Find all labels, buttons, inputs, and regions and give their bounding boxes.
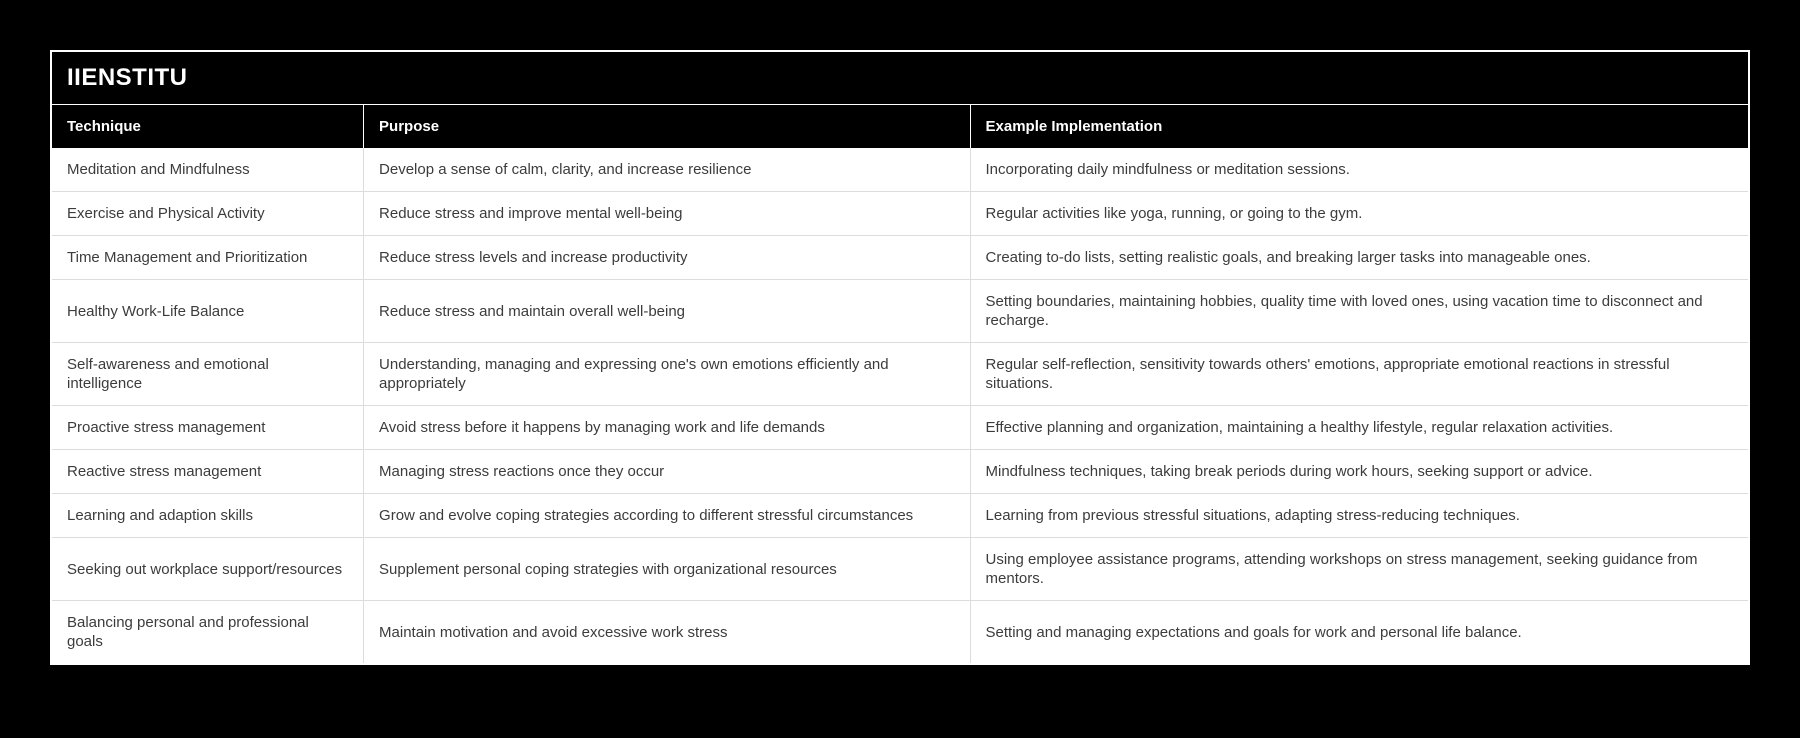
column-header-technique: Technique (67, 118, 141, 135)
table-row: Seeking out workplace support/resources S… (52, 537, 1748, 600)
stress-management-table-card: IIENSTITU Technique Purpose Example Implem… (50, 50, 1750, 665)
table-cell-example: Using employee assistance programs, atte… (969, 538, 1748, 600)
table-row: Exercise and Physical Activity Reduce str… (52, 191, 1748, 235)
table-cell-technique: Learning and adaption skills (67, 507, 253, 524)
table-row: Learning and adaption skills Grow and evo… (52, 493, 1748, 537)
table-cell-technique: Seeking out workplace support/resources (67, 560, 343, 578)
table-cell-technique: Healthy Work-Life Balance (67, 302, 245, 320)
table-cell-example: Regular self-reflection, sensitivity tow… (969, 343, 1748, 405)
column-header-purpose: Purpose (363, 105, 969, 148)
table-row: Proactive stress management Avoid stress … (52, 405, 1748, 449)
table-row: Meditation and Mindfulness Develop a sens… (52, 148, 1748, 191)
table-cell-example: Effective planning and organization, mai… (969, 406, 1748, 449)
table-cell-purpose: Supplement personal coping strategies wi… (363, 538, 969, 600)
table-cell-technique: Proactive stress management (67, 419, 266, 436)
table-cell-purpose: Understanding, managing and expressing o… (363, 343, 969, 405)
table-cell-example: Regular activities like yoga, running, o… (969, 192, 1748, 235)
table-row: Time Management and Prioritization Reduce… (52, 235, 1748, 279)
table-cell-example: Incorporating daily mindfulness or medit… (969, 148, 1748, 191)
table-cell-purpose: Reduce stress levels and increase produc… (363, 236, 969, 279)
table-cell-technique: Exercise and Physical Activity (67, 205, 265, 222)
table-cell-purpose: Managing stress reactions once they occu… (363, 450, 969, 493)
table-cell-example: Mindfulness techniques, taking break per… (969, 450, 1748, 493)
table-cell-technique: Self-awareness and emotional intelligenc… (67, 356, 269, 392)
table-cell-example: Setting and managing expectations and go… (969, 601, 1748, 663)
table-body: Meditation and Mindfulness Develop a sens… (52, 148, 1748, 663)
table-cell-purpose: Grow and evolve coping strategies accord… (363, 494, 969, 537)
table-cell-technique: Reactive stress management (67, 463, 262, 480)
table-cell-purpose: Reduce stress and maintain overall well-… (363, 280, 969, 342)
brand-title: IIENSTITU (67, 64, 188, 91)
table-row: Healthy Work-Life Balance Reduce stress a… (52, 279, 1748, 342)
brand-title-bar: IIENSTITU (52, 52, 1748, 105)
table-cell-example: Learning from previous stressful situati… (969, 494, 1748, 537)
table-cell-technique: Time Management and Prioritization (67, 249, 308, 266)
table-cell-example: Setting boundaries, maintaining hobbies,… (969, 280, 1748, 342)
column-header-example: Example Implementation (969, 105, 1748, 148)
table-header-row: Technique Purpose Example Implementation (52, 105, 1748, 148)
table-cell-technique: Meditation and Mindfulness (67, 161, 250, 178)
table-cell-purpose: Avoid stress before it happens by managi… (363, 406, 969, 449)
table-row: Reactive stress management Managing stres… (52, 449, 1748, 493)
table-cell-purpose: Maintain motivation and avoid excessive … (363, 601, 969, 663)
table-cell-purpose: Develop a sense of calm, clarity, and in… (363, 148, 969, 191)
table-row: Balancing personal and professional goal… (52, 600, 1748, 663)
table-row: Self-awareness and emotional intelligenc… (52, 342, 1748, 405)
table-cell-technique: Balancing personal and professional goal… (67, 614, 309, 650)
table-cell-purpose: Reduce stress and improve mental well-be… (363, 192, 969, 235)
table-cell-example: Creating to-do lists, setting realistic … (969, 236, 1748, 279)
